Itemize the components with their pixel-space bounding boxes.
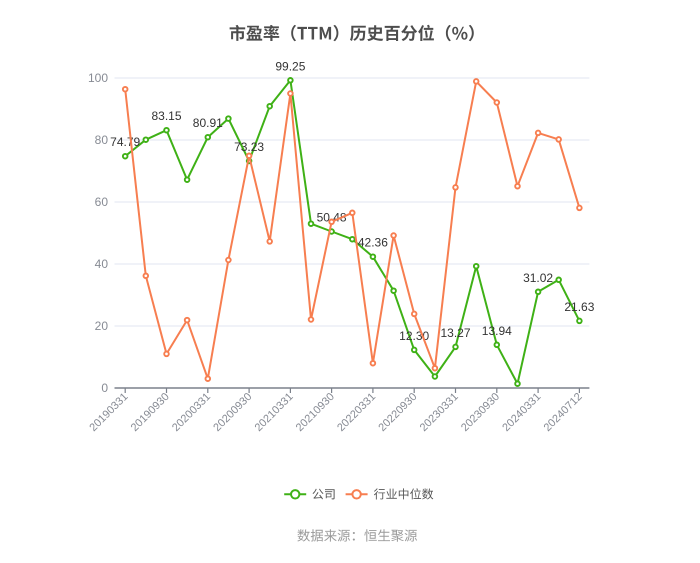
svg-text:73.23: 73.23 — [234, 140, 264, 154]
svg-text:83.15: 83.15 — [151, 109, 181, 123]
svg-text:20: 20 — [95, 319, 109, 333]
svg-text:80: 80 — [95, 133, 109, 147]
svg-text:31.02: 31.02 — [523, 271, 553, 285]
svg-text:74.79: 74.79 — [110, 135, 140, 149]
svg-text:60: 60 — [95, 195, 109, 209]
svg-text:40: 40 — [95, 257, 109, 271]
svg-text:0: 0 — [101, 381, 108, 395]
svg-text:21.63: 21.63 — [564, 300, 594, 314]
svg-text:100: 100 — [88, 71, 108, 85]
svg-text:80.91: 80.91 — [193, 116, 223, 130]
svg-text:13.94: 13.94 — [482, 324, 512, 338]
svg-text:50.48: 50.48 — [317, 211, 347, 225]
svg-text:99.25: 99.25 — [275, 59, 305, 73]
svg-text:13.27: 13.27 — [440, 326, 470, 340]
svg-text:42.36: 42.36 — [358, 236, 388, 250]
